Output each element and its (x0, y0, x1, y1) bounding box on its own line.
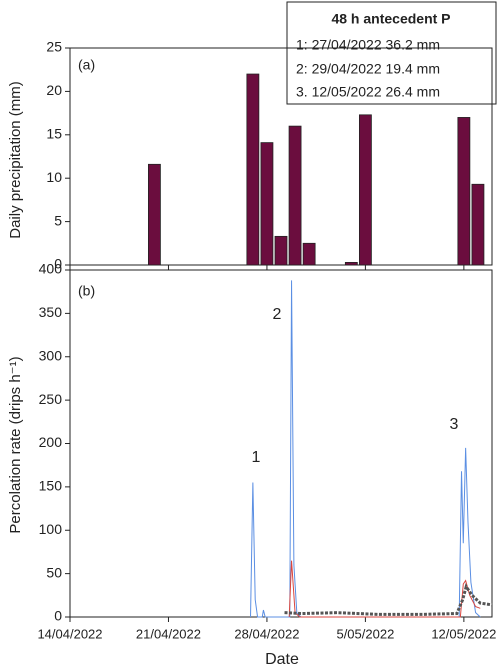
legend-line: 3. 12/05/2022 26.4 mm (296, 84, 440, 100)
bar (457, 117, 471, 266)
x-axis-label: Date (265, 651, 299, 668)
y-tick-label: 10 (46, 169, 62, 185)
x-tick-label: 12/05/2022 (431, 626, 496, 641)
bar (471, 183, 485, 266)
y-tick-label: 150 (39, 478, 63, 494)
legend-title: 48 h antecedent P (331, 11, 450, 27)
peak-label: 1 (252, 449, 261, 466)
series-line (284, 583, 493, 616)
bar (147, 163, 161, 266)
bar (246, 73, 260, 266)
x-tick-label: 21/04/2022 (136, 626, 201, 641)
legend-line: 2: 29/04/2022 19.4 mm (296, 61, 440, 77)
x-tick-label: 5/05/2022 (336, 626, 394, 641)
y-tick-label: 50 (46, 564, 62, 580)
y-tick-label: 5 (54, 212, 62, 228)
y-tick-label: 15 (46, 126, 62, 142)
x-tick-label: 14/04/2022 (37, 626, 102, 641)
peak-label: 3 (450, 416, 459, 433)
y-tick-label: 400 (39, 261, 63, 277)
series-line (288, 560, 481, 618)
y-tick-label: 25 (46, 39, 62, 55)
bar (274, 235, 288, 266)
y-tick-label: 0 (54, 608, 62, 624)
bar (260, 142, 274, 266)
x-tick-label: 28/04/2022 (234, 626, 299, 641)
bar (302, 242, 316, 266)
y-tick-label: 200 (39, 434, 63, 450)
y-tick-label: 20 (46, 82, 62, 98)
legend-box (286, 1, 497, 105)
y-tick-label: 250 (39, 391, 63, 407)
bar (344, 261, 358, 266)
y-axis-label: Daily precipitation (mm) (7, 81, 24, 239)
y-tick-label: 0 (54, 256, 62, 272)
legend-line: 1: 27/04/2022 36.2 mm (296, 37, 440, 53)
y-axis-label: Percolation rate (drips h⁻¹) (7, 356, 24, 533)
bar (358, 114, 372, 266)
peak-label: 2 (273, 306, 282, 323)
y-tick-label: 350 (39, 304, 63, 320)
series-line (250, 280, 481, 618)
y-tick-label: 100 (39, 521, 63, 537)
panel-label: (a) (78, 57, 95, 73)
bar (288, 125, 302, 266)
y-tick-label: 300 (39, 347, 63, 363)
panel-label: (b) (78, 283, 95, 299)
